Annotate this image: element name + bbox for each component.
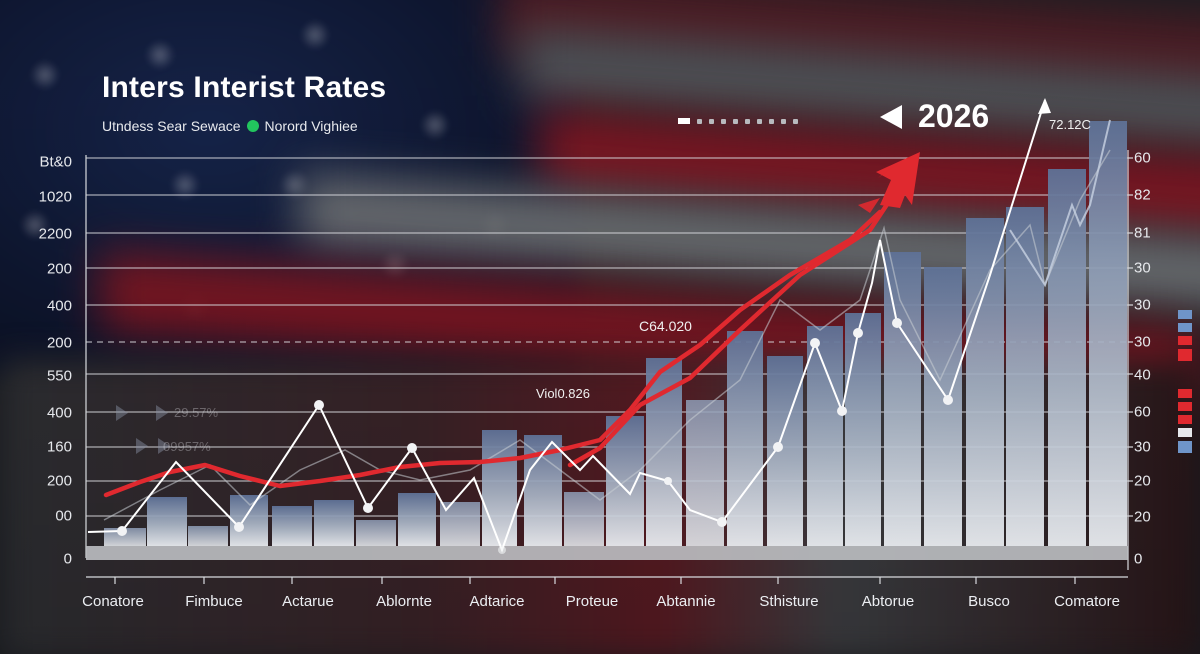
y-left-tick: 160 [46,438,72,456]
year-label: 2026 [918,98,990,134]
annotation-mid-2: Viol0.826 [536,386,590,401]
y-right-tick: 82 [1134,186,1151,204]
year-navigator: 2026 [880,98,989,135]
page-dot[interactable] [733,118,738,124]
legend-swatch [1178,402,1192,411]
page-dot[interactable] [697,118,702,124]
y-left-tick: 200 [46,260,72,278]
legend-swatch [1178,323,1192,332]
white-line [87,99,1046,553]
y-left-tick: 1020 [38,188,72,206]
y-left-tick: 400 [46,297,72,315]
y-left-tick: 400 [46,404,72,422]
legend-dot-icon [246,120,259,132]
page-dot[interactable] [769,118,774,124]
y-left-tick: 550 [46,367,72,385]
x-category-label: Sthisture [759,593,819,610]
legend-swatch [1178,336,1192,345]
legend-swatch [1178,389,1192,398]
triangle-left-icon[interactable] [880,104,902,129]
x-category-label: Actarue [282,593,334,610]
page-dot[interactable] [757,118,762,124]
legend-swatch [1178,428,1192,437]
y-right-tick: 30 [1134,438,1151,456]
bar-series [104,121,1127,546]
y-left-tick: 200 [46,472,72,490]
arrow-up-red-icon [876,152,920,208]
y-left-tick: 0 [63,550,72,568]
x-category-label: Fimbuce [185,593,243,610]
x-category-label: Comatore [1054,593,1120,610]
x-category-label: Busco [968,593,1010,610]
page-dot[interactable] [745,118,750,124]
legend-swatch [1178,415,1192,424]
legend-swatch [1178,441,1192,453]
y-right-tick: 30 [1134,259,1151,277]
x-category-label: Proteue [565,593,619,610]
y-right-tick: 40 [1134,366,1151,384]
y-left-tick: 2200 [38,225,72,243]
x-category-label: Abtorue [861,593,915,610]
page-dot[interactable] [721,118,726,124]
page-dot[interactable] [709,118,714,124]
x-category-label: Abtannie [656,593,716,610]
legend-item-2: Norord Vighiee [264,118,358,134]
ghost-percent-1: 29.57% [174,405,219,420]
page-indicator[interactable] [678,118,798,124]
y-right-tick: 60 [1134,149,1151,167]
x-category-label: Ablornte [376,593,432,610]
chart-title: Inters Interist Rates [102,71,387,104]
y-right-tick: 20 [1134,508,1151,526]
page-dot-active[interactable] [678,118,690,124]
legend: Utndess Sear Sewace Norord Vighiee [102,118,358,134]
legend-item-1: Utndess Sear Sewace [102,118,241,134]
legend-swatch [1178,349,1192,361]
y-left-tick: 00 [55,507,72,525]
y-right-tick: 81 [1134,224,1151,242]
page-dot[interactable] [793,118,798,124]
annotation-mid-1: C64.020 [639,318,692,334]
y-right-tick: 30 [1134,296,1151,314]
legend-swatch [1178,310,1192,319]
white-line-points [117,318,953,554]
x-category-label: Conatore [82,593,144,610]
annotation-top-right: 72.12C [1049,117,1091,132]
y-right-tick: 0 [1134,550,1143,568]
y-right-tick: 60 [1134,403,1151,421]
y-left-tick: 200 [46,334,72,352]
ghost-percent-2: 09957% [163,439,211,454]
red-trend [103,197,893,498]
page-dot[interactable] [781,118,786,124]
y-right-tick: 20 [1134,472,1151,490]
y-left-tick: Bt&0 [39,153,72,171]
x-category-label: Adtarice [469,593,525,610]
y-right-tick: 30 [1134,333,1151,351]
